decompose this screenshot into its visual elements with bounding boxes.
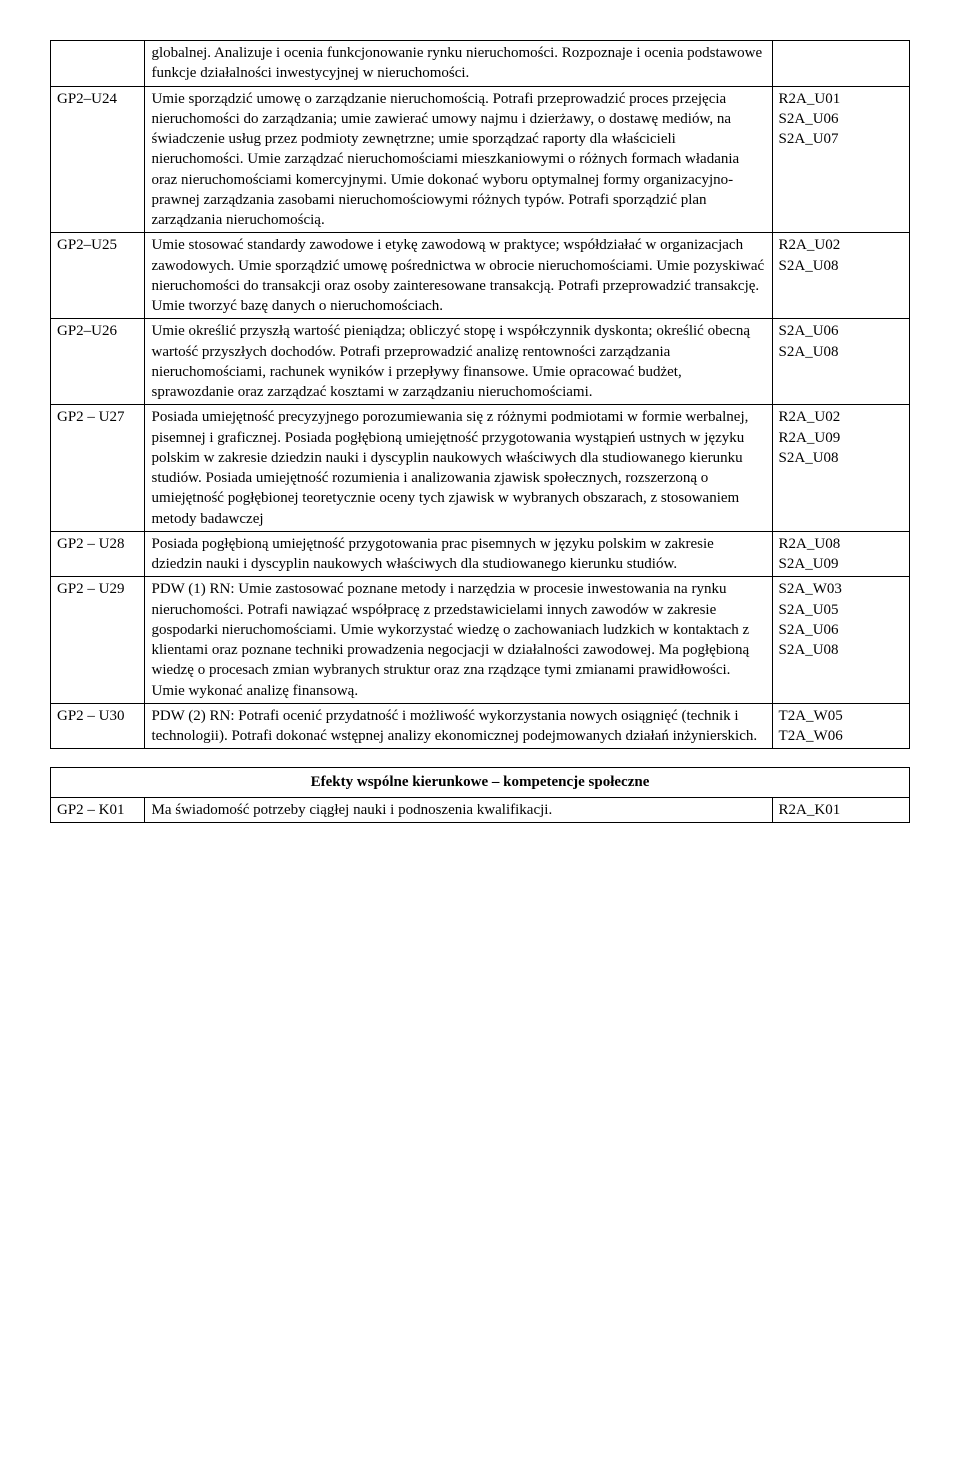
row-code	[51, 41, 145, 87]
reference-code: S2A_W03	[779, 579, 903, 599]
row-references: R2A_U01S2A_U06S2A_U07	[772, 86, 909, 233]
row-code: GP2 – U28	[51, 531, 145, 577]
reference-code: S2A_U08	[779, 342, 903, 362]
reference-code: R2A_U08	[779, 534, 903, 554]
row-description: Posiada umiejętność precyzyjnego porozum…	[145, 405, 772, 532]
table-row: GP2 – K01Ma świadomość potrzeby ciągłej …	[51, 797, 910, 822]
table-row: globalnej. Analizuje i ocenia funkcjonow…	[51, 41, 910, 87]
row-references: R2A_U08S2A_U09	[772, 531, 909, 577]
reference-code: S2A_U06	[779, 620, 903, 640]
reference-code: R2A_K01	[779, 800, 903, 820]
row-description: Posiada pogłębioną umiejętność przygotow…	[145, 531, 772, 577]
reference-code: S2A_U08	[779, 448, 903, 468]
reference-code: R2A_U02	[779, 235, 903, 255]
row-code: GP2 – U29	[51, 577, 145, 704]
row-description: PDW (1) RN: Umie zastosować poznane meto…	[145, 577, 772, 704]
row-description: Umie sporządzić umowę o zarządzanie nier…	[145, 86, 772, 233]
row-description: Umie stosować standardy zawodowe i etykę…	[145, 233, 772, 319]
row-description: PDW (2) RN: Potrafi ocenić przydatność i…	[145, 703, 772, 749]
row-code: GP2 – U30	[51, 703, 145, 749]
row-references: S2A_U06S2A_U08	[772, 319, 909, 405]
row-references: R2A_K01	[772, 797, 909, 822]
row-code: GP2–U26	[51, 319, 145, 405]
table-row: GP2 – U27Posiada umiejętność precyzyjneg…	[51, 405, 910, 532]
reference-code: T2A_W06	[779, 726, 903, 746]
row-code: GP2–U24	[51, 86, 145, 233]
table-row: GP2 – U28Posiada pogłębioną umiejętność …	[51, 531, 910, 577]
table-row: GP2–U24Umie sporządzić umowę o zarządzan…	[51, 86, 910, 233]
reference-code: S2A_U06	[779, 321, 903, 341]
table-row: GP2 – U30PDW (2) RN: Potrafi ocenić przy…	[51, 703, 910, 749]
row-code: GP2 – K01	[51, 797, 145, 822]
reference-code: S2A_U06	[779, 109, 903, 129]
reference-code: S2A_U08	[779, 256, 903, 276]
table-row: GP2–U25Umie stosować standardy zawodowe …	[51, 233, 910, 319]
row-code: GP2 – U27	[51, 405, 145, 532]
reference-code: R2A_U02	[779, 407, 903, 427]
competences-header-row: Efekty wspólne kierunkowe – kompetencje …	[51, 768, 910, 797]
competences-table: Efekty wspólne kierunkowe – kompetencje …	[50, 767, 910, 823]
reference-code: S2A_U09	[779, 554, 903, 574]
row-references: S2A_W03 S2A_U05S2A_U06S2A_U08	[772, 577, 909, 704]
reference-code: S2A_U08	[779, 640, 903, 660]
reference-code: S2A_U05	[779, 600, 903, 620]
table-row: GP2–U26Umie określić przyszłą wartość pi…	[51, 319, 910, 405]
row-references: T2A_W05T2A_W06	[772, 703, 909, 749]
competences-tbody: Efekty wspólne kierunkowe – kompetencje …	[51, 768, 910, 823]
reference-code: R2A_U01	[779, 89, 903, 109]
row-description: Umie określić przyszłą wartość pieniądza…	[145, 319, 772, 405]
row-references: R2A_U02S2A_U08	[772, 233, 909, 319]
competences-header: Efekty wspólne kierunkowe – kompetencje …	[51, 768, 910, 797]
reference-code: T2A_W05	[779, 706, 903, 726]
reference-code: R2A_U09	[779, 428, 903, 448]
outcomes-table: globalnej. Analizuje i ocenia funkcjonow…	[50, 40, 910, 749]
reference-code: S2A_U07	[779, 129, 903, 149]
table-row: GP2 – U29PDW (1) RN: Umie zastosować poz…	[51, 577, 910, 704]
row-references	[772, 41, 909, 87]
row-description: globalnej. Analizuje i ocenia funkcjonow…	[145, 41, 772, 87]
row-code: GP2–U25	[51, 233, 145, 319]
row-references: R2A_U02R2A_U09S2A_U08	[772, 405, 909, 532]
outcomes-tbody: globalnej. Analizuje i ocenia funkcjonow…	[51, 41, 910, 749]
row-description: Ma świadomość potrzeby ciągłej nauki i p…	[145, 797, 772, 822]
